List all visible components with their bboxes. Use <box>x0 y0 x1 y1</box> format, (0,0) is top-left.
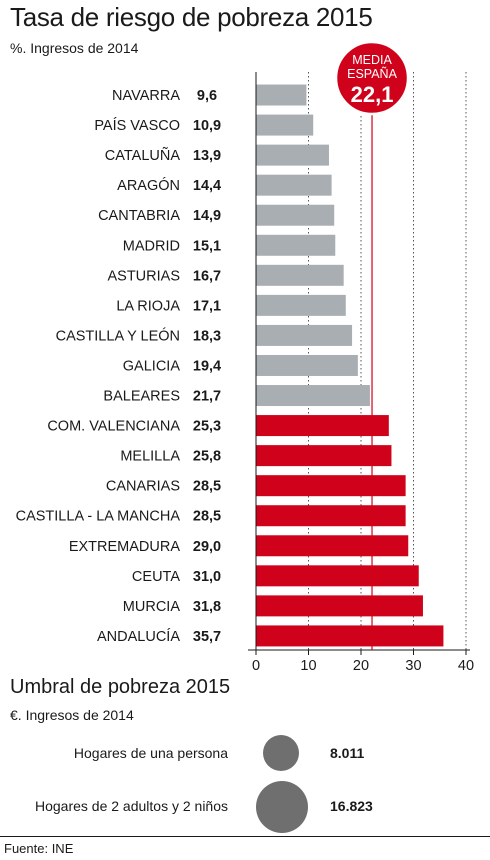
category-label: NAVARRA <box>112 88 180 104</box>
bar <box>256 354 358 376</box>
poverty-rate-chart: NAVARRA 9,6 PAÍS VASCO 10,9 CATALUÑA 13,9 ARAG… <box>16 40 474 674</box>
bar <box>256 114 314 136</box>
footer-divider <box>0 836 490 837</box>
data-label: 13,9 <box>193 148 221 164</box>
category-label: CATALUÑA <box>105 147 181 164</box>
category-label: CASTILLA Y LEÓN <box>56 327 180 344</box>
data-label: 10,9 <box>193 118 221 134</box>
bar <box>256 264 344 286</box>
category-label: GALICIA <box>123 358 181 374</box>
data-label: 14,4 <box>193 178 221 194</box>
category-label: CEUTA <box>132 569 180 585</box>
data-label: 14,9 <box>193 208 221 224</box>
category-label: BALEARES <box>103 389 180 405</box>
data-label: 9,6 <box>197 88 217 104</box>
bar <box>256 385 370 407</box>
category-label: MADRID <box>123 238 180 254</box>
data-label: 28,5 <box>193 509 221 525</box>
bar <box>256 445 392 467</box>
reference-badge <box>334 40 410 116</box>
x-tick-label: 30 <box>405 658 421 674</box>
household-value: 16.823 <box>330 798 373 814</box>
bar <box>256 625 444 647</box>
bar <box>256 595 423 617</box>
household-label: Hogares de 2 adultos y 2 niños <box>34 798 228 814</box>
category-label: ANDALUCÍA <box>97 628 180 645</box>
data-label: 18,3 <box>193 328 221 344</box>
household-value: 8.011 <box>330 745 365 761</box>
x-tick-label: 20 <box>353 658 369 674</box>
bar <box>256 505 406 527</box>
data-label: 25,8 <box>193 449 221 465</box>
category-label: COM. VALENCIANA <box>47 419 180 435</box>
category-label: ASTURIAS <box>107 268 180 284</box>
x-tick-label: 10 <box>300 658 316 674</box>
category-label: CANTABRIA <box>98 208 180 224</box>
x-tick-label: 0 <box>252 658 260 674</box>
data-label: 19,4 <box>193 358 221 374</box>
umbral-subtitle: €. Ingresos de 2014 <box>10 707 134 723</box>
category-label: LA RIOJA <box>116 298 180 314</box>
bar <box>256 144 329 166</box>
chart-title: Tasa de riesgo de pobreza 2015 <box>10 2 373 32</box>
household-threshold-circle <box>263 735 299 771</box>
data-label: 28,5 <box>193 479 221 495</box>
category-label: ARAGÓN <box>117 177 180 194</box>
bar <box>256 294 346 316</box>
chart-subtitle: %. Ingresos de 2014 <box>10 40 139 56</box>
category-label: PAÍS VASCO <box>94 117 180 134</box>
source-note: Fuente: INE <box>4 841 74 856</box>
bar <box>256 234 336 256</box>
household-threshold-circle <box>256 781 308 833</box>
household-row-family: Hogares de 2 adultos y 2 niños 16.823 <box>0 778 490 834</box>
category-label: MELILLA <box>120 449 180 465</box>
umbral-title: Umbral de pobreza 2015 <box>10 676 231 698</box>
data-label: 15,1 <box>193 238 221 254</box>
bar <box>256 324 353 346</box>
x-tick-label: 40 <box>458 658 474 674</box>
bar <box>256 84 307 106</box>
reference-label: MEDIA <box>352 53 392 67</box>
category-label: MURCIA <box>123 599 181 615</box>
category-label: CASTILLA - LA MANCHA <box>16 509 181 525</box>
data-label: 35,7 <box>193 629 221 645</box>
bar <box>256 565 419 587</box>
data-label: 29,0 <box>193 539 221 555</box>
bar <box>256 535 409 557</box>
category-label: EXTREMADURA <box>69 539 181 555</box>
bar <box>256 174 332 196</box>
reference-label: ESPAÑA <box>347 67 397 81</box>
category-label: CANARIAS <box>106 479 180 495</box>
bar <box>256 475 406 497</box>
household-row-single: Hogares de una persona 8.011 <box>0 728 490 778</box>
data-label: 16,7 <box>193 268 221 284</box>
data-label: 25,3 <box>193 419 221 435</box>
data-label: 17,1 <box>193 298 221 314</box>
data-label: 21,7 <box>193 389 221 405</box>
data-label: 31,8 <box>193 599 221 615</box>
bar <box>256 415 389 437</box>
reference-value: 22,1 <box>351 82 394 107</box>
data-label: 31,0 <box>193 569 221 585</box>
household-label: Hogares de una persona <box>73 745 228 761</box>
bar <box>256 204 335 226</box>
